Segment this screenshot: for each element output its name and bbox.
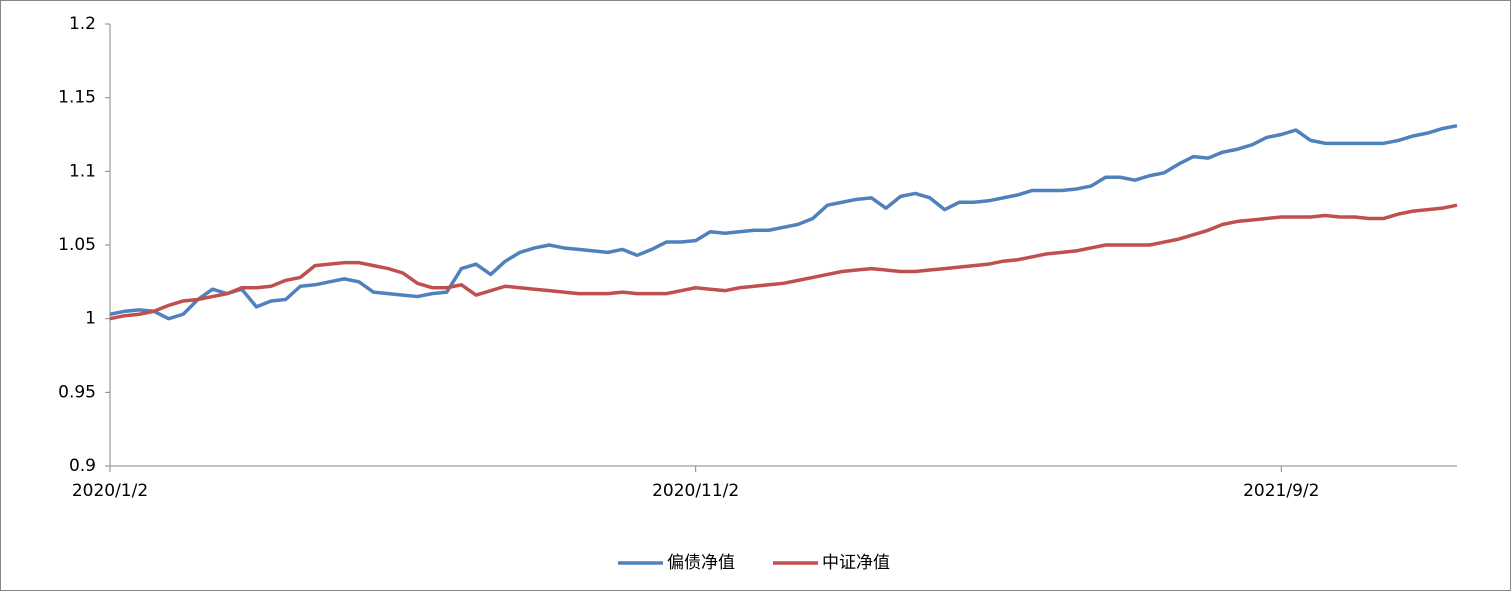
series-line xyxy=(109,203,1458,321)
x-tick-label: 2020/1/2 xyxy=(72,481,148,501)
y-tick-label: 0.95 xyxy=(58,382,96,402)
y-tick-label: 1 xyxy=(85,309,96,329)
series-line xyxy=(109,123,1458,321)
y-tick-label: 1.1 xyxy=(69,161,96,181)
x-tick-label: 2020/11/2 xyxy=(652,481,739,501)
legend-label: 中证净值 xyxy=(822,553,890,573)
y-tick-label: 1.05 xyxy=(58,235,96,255)
y-tick-label: 1.2 xyxy=(69,14,96,34)
x-tick-label: 2021/9/2 xyxy=(1243,481,1319,501)
legend-label: 偏债净值 xyxy=(667,553,735,573)
y-tick-label: 0.9 xyxy=(69,456,96,476)
y-tick-label: 1.15 xyxy=(58,88,96,108)
